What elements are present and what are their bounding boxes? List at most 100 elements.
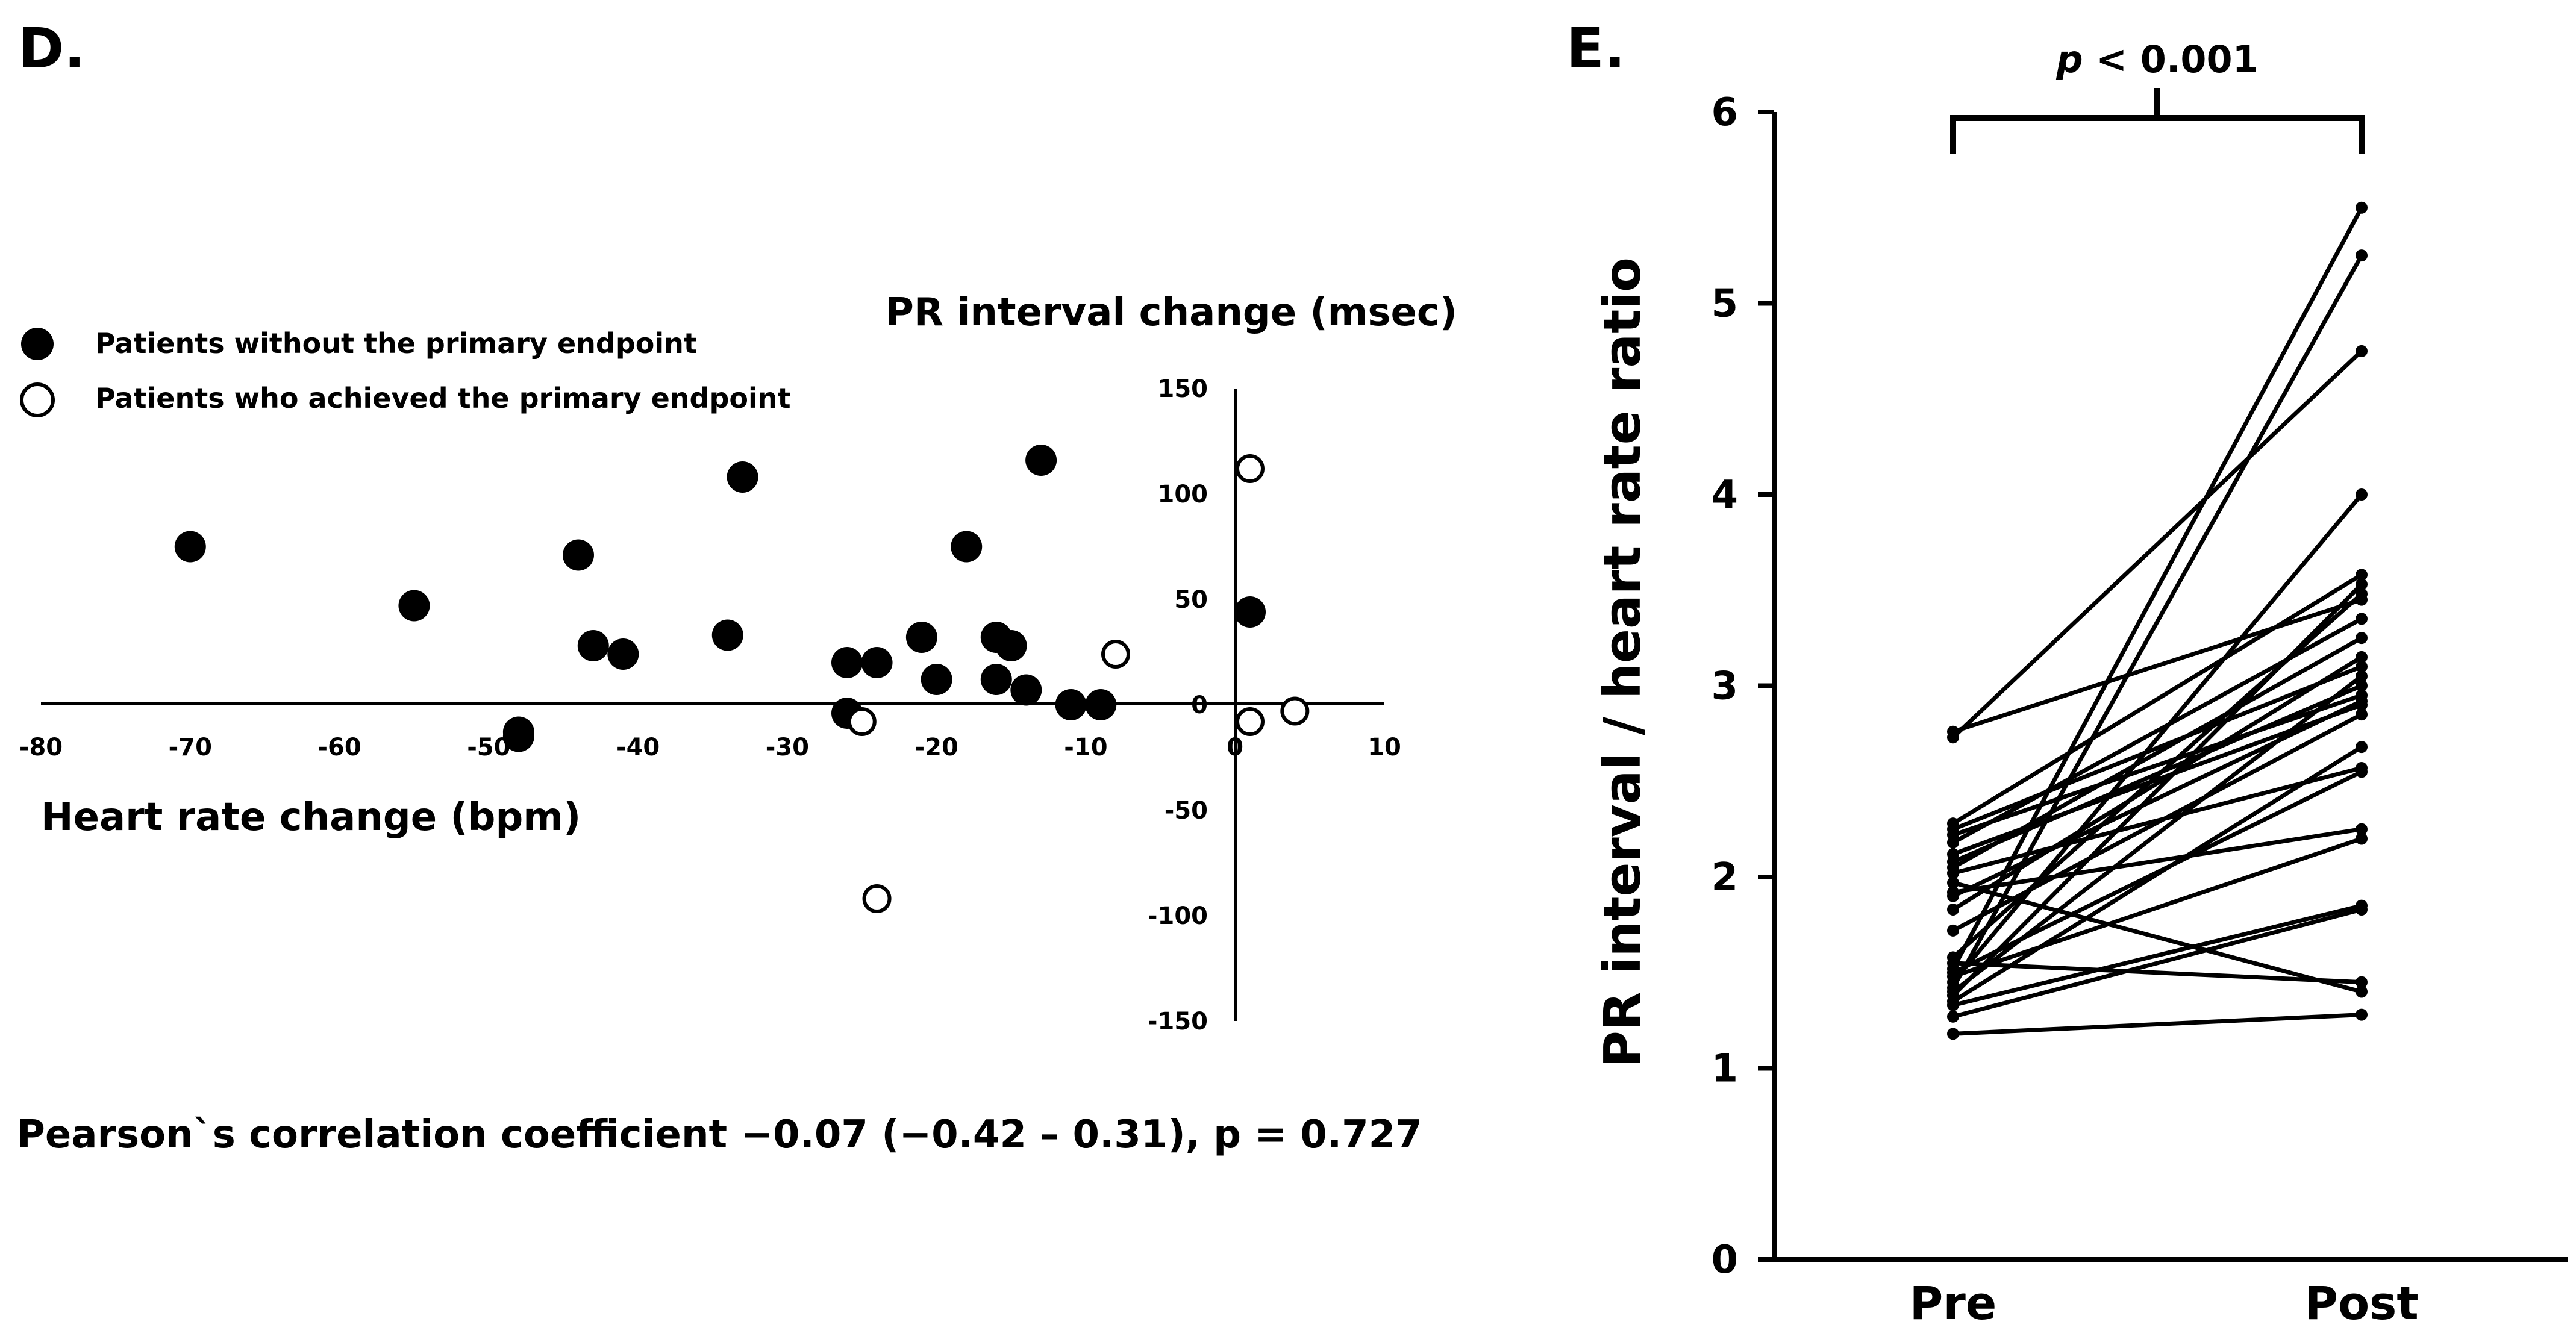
y-tick-label: 0 bbox=[1191, 691, 1208, 719]
panel-e: E. PR interval / heart rate ratio 0 1 2 3 4 5… bbox=[1566, 16, 2568, 1330]
patient-line bbox=[1952, 699, 2363, 898]
point-without-endpoint bbox=[563, 539, 594, 571]
point-achieved-endpoint bbox=[847, 707, 877, 736]
post-point bbox=[2356, 903, 2368, 916]
panel-e-label: E. bbox=[1566, 16, 1625, 81]
post-point bbox=[2356, 985, 2368, 998]
post-point bbox=[2356, 588, 2368, 601]
y-tick-label: -150 bbox=[1148, 1008, 1208, 1035]
post-point bbox=[2356, 345, 2368, 357]
patient-line bbox=[1952, 598, 2363, 734]
patient-line bbox=[1952, 961, 2362, 985]
y-tick-label: 150 bbox=[1158, 375, 1208, 403]
pre-point bbox=[1947, 924, 1959, 937]
point-achieved-endpoint bbox=[1236, 707, 1265, 736]
post-point bbox=[2356, 741, 2368, 754]
point-without-endpoint bbox=[1010, 674, 1042, 706]
e-y-ticks: 0 1 2 3 4 5 6 bbox=[1711, 90, 1774, 1282]
point-without-endpoint bbox=[980, 664, 1012, 695]
point-achieved-endpoint bbox=[862, 884, 892, 913]
correlation-annotation: Pearson`s correlation coefficient −0.07 … bbox=[17, 1113, 1422, 1157]
point-without-endpoint bbox=[1085, 689, 1117, 720]
post-point bbox=[2356, 1008, 2368, 1021]
point-achieved-endpoint bbox=[1236, 454, 1265, 483]
x-tick-label: -40 bbox=[616, 734, 660, 761]
x-tick-label: -80 bbox=[19, 734, 63, 761]
y-tick-label: 50 bbox=[1174, 586, 1208, 614]
point-achieved-endpoint bbox=[1280, 696, 1310, 726]
post-point bbox=[2356, 660, 2368, 673]
point-without-endpoint bbox=[951, 531, 983, 563]
post-point bbox=[2356, 201, 2368, 214]
legend-label-achieved-endpoint: Patients who achieved the primary endpoi… bbox=[95, 382, 791, 414]
x-tick-labels: -80 -70 -60 -50 -40 -30 -20 -10 0 10 bbox=[19, 734, 1401, 761]
p-value-text: < 0.001 bbox=[2083, 37, 2259, 81]
e-y-tick-label: 2 bbox=[1711, 855, 1738, 900]
post-point bbox=[2356, 613, 2368, 625]
x-tick-label: -60 bbox=[317, 734, 361, 761]
category-label-post: Post bbox=[2304, 1276, 2418, 1330]
patient-line bbox=[1952, 636, 2363, 870]
category-label-pre: Pre bbox=[1910, 1276, 1997, 1330]
patient-line bbox=[1951, 349, 2363, 739]
patient-line bbox=[1951, 493, 2363, 984]
post-point bbox=[2356, 679, 2368, 692]
point-without-endpoint bbox=[995, 630, 1027, 661]
pre-point bbox=[1947, 1028, 1959, 1040]
post-point bbox=[2356, 832, 2368, 845]
post-point bbox=[2356, 569, 2368, 581]
legend-filled-marker bbox=[21, 328, 54, 360]
x-tick-label: -70 bbox=[169, 734, 212, 761]
y-tick-label: 100 bbox=[1158, 481, 1208, 508]
patient-line bbox=[1952, 693, 2363, 837]
pre-point bbox=[1947, 903, 1959, 916]
p-value-label: p < 0.001 bbox=[2055, 37, 2259, 81]
significance-bracket: p < 0.001 bbox=[1950, 37, 2365, 154]
patient-line bbox=[1952, 573, 2363, 826]
point-without-endpoint bbox=[711, 619, 743, 651]
point-without-endpoint bbox=[921, 664, 952, 695]
point-without-endpoint bbox=[174, 531, 206, 563]
post-point bbox=[2356, 632, 2368, 645]
point-without-endpoint bbox=[502, 720, 534, 752]
point-without-endpoint bbox=[831, 647, 863, 678]
p-italic: p bbox=[2055, 37, 2083, 81]
y-tick-label: -50 bbox=[1165, 797, 1208, 825]
post-point bbox=[2356, 578, 2368, 591]
y-tick-label: -100 bbox=[1148, 902, 1208, 930]
patient-line bbox=[1952, 770, 2363, 975]
paired-lines bbox=[1947, 201, 2368, 1040]
point-without-endpoint bbox=[905, 622, 937, 653]
scatter-points bbox=[174, 445, 1310, 913]
post-point bbox=[2356, 694, 2368, 707]
pre-point bbox=[1947, 861, 1959, 874]
e-y-tick-label: 3 bbox=[1711, 664, 1738, 709]
patient-line bbox=[1951, 582, 2363, 997]
post-point bbox=[2356, 708, 2368, 721]
point-without-endpoint bbox=[607, 638, 639, 670]
post-point bbox=[2356, 249, 2368, 262]
pre-point bbox=[1947, 1010, 1959, 1023]
e-x-labels: Pre Post bbox=[1910, 1276, 2419, 1330]
y-tick-labels: 150 100 50 0 -50 -100 -150 bbox=[1148, 375, 1208, 1035]
e-y-tick-label: 5 bbox=[1711, 282, 1738, 326]
y-axis-title-ratio: PR interval / heart rate ratio bbox=[1593, 257, 1652, 1068]
point-without-endpoint bbox=[1234, 596, 1266, 628]
pre-point bbox=[1947, 836, 1959, 849]
post-point bbox=[2356, 670, 2368, 682]
e-y-tick-label: 0 bbox=[1711, 1238, 1738, 1282]
pre-point bbox=[1947, 966, 1959, 979]
patient-line bbox=[1952, 907, 2362, 1019]
panel-d-label: D. bbox=[18, 16, 85, 81]
legend: Patients without the primary endpoint Pa… bbox=[20, 327, 791, 417]
panel-d: D. Patients without the primary endpoint… bbox=[17, 16, 1457, 1157]
point-without-endpoint bbox=[861, 647, 893, 678]
post-point bbox=[2356, 488, 2368, 501]
point-without-endpoint bbox=[577, 630, 609, 661]
pre-point bbox=[1947, 731, 1959, 744]
e-y-tick-label: 6 bbox=[1711, 90, 1738, 135]
x-tick-label: 10 bbox=[1368, 734, 1401, 761]
x-axis-title: Heart rate change (bpm) bbox=[41, 795, 581, 840]
y-axis-title: PR interval change (msec) bbox=[886, 290, 1457, 335]
point-without-endpoint bbox=[398, 590, 430, 622]
